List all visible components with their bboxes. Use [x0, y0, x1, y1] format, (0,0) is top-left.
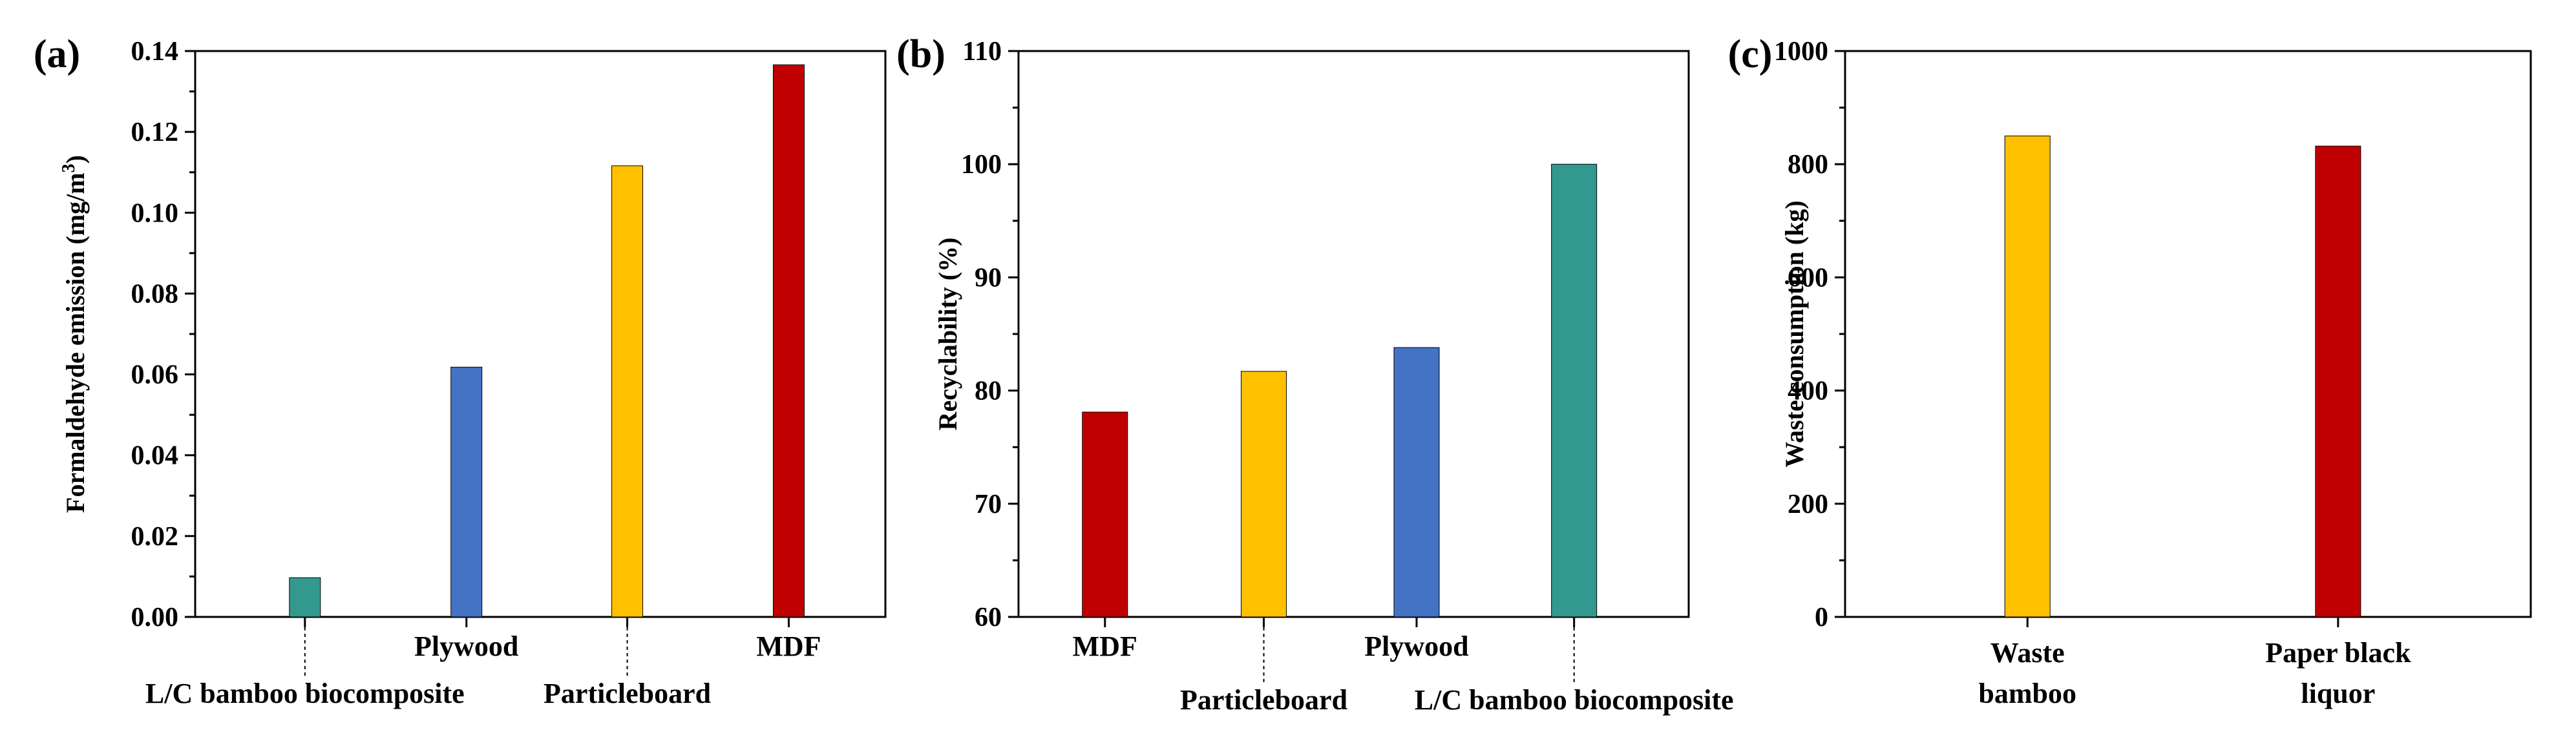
panel-label: (b): [896, 32, 945, 76]
chart-panel-b: 60 70 80 90 100 110 MDF Particleboard Plywood L/C…: [896, 32, 1733, 716]
x-tick-label: MDF: [756, 630, 821, 662]
bar: [2004, 135, 2051, 618]
x-tick-label: MDF: [1073, 630, 1137, 662]
bar: [1082, 411, 1128, 618]
bar: [772, 64, 805, 618]
y-tick-label: 0.02: [131, 522, 179, 552]
bar: [1241, 371, 1287, 618]
y-tick-label: 0.04: [131, 441, 179, 471]
x-tick-label: L/C bamboo biocomposite: [1415, 684, 1734, 716]
y-axis-label: Formaldehyde emission (mg/m3): [59, 155, 90, 513]
y-tick-label: 1000: [1774, 37, 1828, 67]
y-tick-label: 60: [975, 603, 1002, 632]
y-tick-label: 110: [962, 37, 1002, 67]
chart-panel-a: 0.00 0.02 0.04 0.06 0.08 0.10 0.12 0.14 L/C bamb…: [34, 32, 887, 709]
y-tick-label: 200: [1788, 490, 1828, 519]
y-tick-label: 0.08: [131, 279, 179, 309]
y-tick-label: 600: [1788, 263, 1828, 293]
bar: [611, 165, 644, 618]
y-axis-label: Recyclability (%): [933, 238, 962, 431]
bar: [450, 366, 483, 618]
chart-root: 0.00 0.02 0.04 0.06 0.08 0.10 0.12 0.14 L/C bamb…: [34, 32, 2532, 716]
x-tick-label: bamboo: [1978, 678, 2076, 709]
panel-label: (c): [1728, 32, 1773, 76]
x-tick-label: Waste: [1990, 637, 2065, 669]
x-tick-label: Particleboard: [1180, 684, 1347, 716]
y-tick-label: 0.10: [131, 198, 179, 228]
x-tick-label: liquor: [2301, 678, 2375, 709]
y-tick-label: 70: [975, 490, 1002, 519]
x-tick-label: Plywood: [1364, 630, 1468, 662]
x-tick-label: Paper black: [2265, 637, 2411, 669]
panel-label: (a): [34, 32, 80, 76]
y-axis-label: Waste consumption (kg): [1780, 200, 1809, 467]
y-tick-label: 0.14: [131, 37, 179, 67]
bar: [289, 577, 321, 618]
chart-panel-c: 0 200 400 600 800 1000 Waste bamboo Paper black l…: [1728, 32, 2532, 709]
y-tick-label: 0.12: [131, 118, 179, 147]
bar: [1393, 347, 1440, 618]
x-tick-label: Particleboard: [544, 678, 711, 709]
y-tick-label: 0.00: [131, 603, 179, 632]
x-tick-label: L/C bamboo biocomposite: [145, 678, 465, 709]
y-tick-label: 90: [975, 263, 1002, 293]
y-tick-label: 0: [1815, 603, 1828, 632]
x-tick-label: Plywood: [414, 630, 518, 662]
y-tick-label: 80: [975, 377, 1002, 406]
bar: [2315, 145, 2361, 618]
y-tick-label: 400: [1788, 377, 1828, 406]
y-tick-label: 0.06: [131, 360, 179, 390]
y-tick-label: 100: [961, 150, 1002, 180]
y-tick-label: 800: [1788, 150, 1828, 180]
plot-frame: [1844, 50, 2532, 618]
bar: [1551, 163, 1598, 618]
